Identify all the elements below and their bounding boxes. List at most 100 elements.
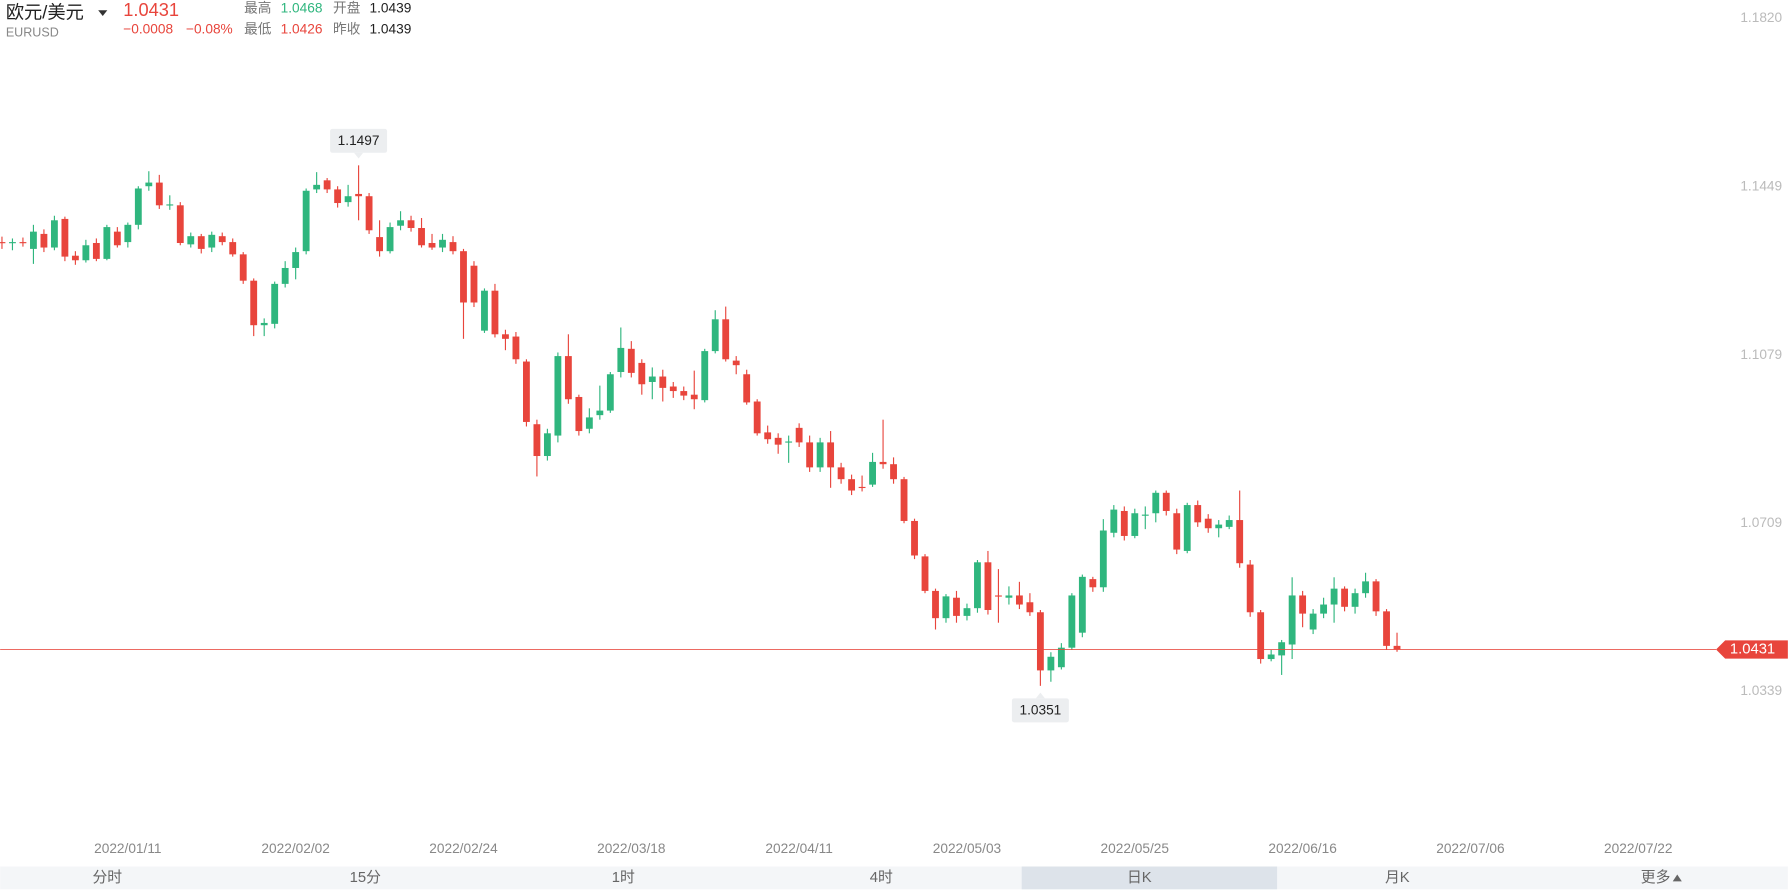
prev-close-label: 昨收 xyxy=(333,21,361,36)
candle-body xyxy=(1299,595,1307,614)
candle-body xyxy=(92,242,100,259)
x-tick-label: 2022/02/02 xyxy=(261,841,329,856)
candle-body xyxy=(848,479,856,491)
candle-body xyxy=(61,218,69,257)
low-label: 最低 xyxy=(244,21,272,36)
candle-body xyxy=(313,184,321,190)
candle-body xyxy=(355,193,363,197)
candle-body xyxy=(1383,611,1390,646)
candle-body xyxy=(1005,595,1013,598)
candle-body xyxy=(208,234,216,248)
header-low: 1.0426 xyxy=(281,21,323,36)
x-tick-label: 2022/07/06 xyxy=(1436,841,1504,856)
low-tooltip xyxy=(1011,698,1069,723)
candle-body xyxy=(103,227,111,259)
candle-body xyxy=(1036,612,1044,671)
more-icon[interactable] xyxy=(1672,874,1682,882)
tab[interactable]: 15分 xyxy=(350,869,381,886)
candle-body xyxy=(113,231,121,246)
candle-body xyxy=(764,432,772,440)
candle-body xyxy=(1110,509,1118,533)
tab[interactable]: 4时 xyxy=(870,869,893,886)
candle-body xyxy=(890,464,897,480)
x-tick-label: 2022/01/11 xyxy=(94,841,161,856)
candle-body xyxy=(1215,524,1223,529)
open-label: 开盘 xyxy=(333,0,361,16)
candle-body xyxy=(365,196,373,231)
high-tooltip-label: 1.1497 xyxy=(338,133,380,148)
candle-body xyxy=(795,427,803,443)
candle-body xyxy=(1068,595,1076,648)
candle-body xyxy=(638,362,646,385)
header-prev-close: 1.0439 xyxy=(370,21,412,36)
candle-body xyxy=(900,479,908,521)
x-tick-label: 2022/07/22 xyxy=(1604,841,1672,856)
candle-body xyxy=(1047,656,1055,671)
candle-body xyxy=(701,351,709,401)
tab-bar xyxy=(0,866,1788,890)
y-tick-label: 1.1820 xyxy=(1740,10,1782,25)
candle-body xyxy=(218,236,226,243)
candle-body xyxy=(50,220,58,248)
candle-body xyxy=(229,242,237,255)
dropdown-icon[interactable] xyxy=(98,10,108,16)
candle-body xyxy=(449,242,457,252)
high-tooltip-pointer xyxy=(354,152,364,159)
candle-body xyxy=(250,280,258,326)
candle-body xyxy=(155,182,163,206)
candle-body xyxy=(1278,642,1286,656)
candle-body xyxy=(911,520,918,556)
candle-body xyxy=(397,220,404,226)
candle-body xyxy=(837,467,845,480)
candle-body xyxy=(806,442,814,468)
candle-body xyxy=(995,595,1002,597)
candle-body xyxy=(1194,505,1202,523)
candle-body xyxy=(1236,520,1244,564)
candle-body xyxy=(239,254,247,281)
candle-body xyxy=(827,442,835,468)
tab-selected-bg xyxy=(1021,866,1278,890)
tab[interactable]: 更多 xyxy=(1641,869,1671,886)
candle-body xyxy=(292,252,300,268)
candle-body xyxy=(627,348,635,373)
tab[interactable]: 月K xyxy=(1385,870,1410,886)
candle-body xyxy=(1131,513,1139,536)
candle-body xyxy=(669,386,677,392)
candle-body xyxy=(512,336,520,360)
candle-body xyxy=(659,376,667,388)
header-high: 1.0468 xyxy=(281,1,323,16)
change: −0.0008 xyxy=(123,21,173,36)
candle-body xyxy=(963,608,971,616)
candle-body xyxy=(543,433,551,457)
candle-body xyxy=(753,401,761,434)
candle-body xyxy=(942,596,950,619)
candle-body xyxy=(1330,588,1338,605)
y-tick-label: 1.0709 xyxy=(1740,515,1782,530)
candle-body xyxy=(722,319,730,360)
candle-body xyxy=(0,242,6,244)
x-tick-label: 2022/04/11 xyxy=(765,841,832,856)
candle-body xyxy=(1341,588,1348,607)
x-tick-label: 2022/03/18 xyxy=(597,841,666,856)
y-tick-label: 1.0339 xyxy=(1740,683,1782,698)
candle-body xyxy=(30,231,37,249)
candle-body xyxy=(1120,510,1128,536)
symbol-name: 欧元/美元 xyxy=(6,1,84,22)
candle-body xyxy=(302,190,310,252)
candle-body xyxy=(1141,514,1149,516)
candle-body xyxy=(585,417,593,429)
candle-body xyxy=(1309,613,1317,630)
header-price: 1.0431 xyxy=(123,0,179,20)
tab[interactable]: 1时 xyxy=(612,869,635,886)
candle-body xyxy=(1026,602,1034,613)
candle-body xyxy=(732,360,740,366)
candle-body xyxy=(564,356,572,400)
tab[interactable]: 日K xyxy=(1127,870,1152,886)
candle-body xyxy=(1015,595,1023,605)
candle-body xyxy=(1372,581,1380,612)
candle-body xyxy=(187,236,195,245)
candle-body xyxy=(1257,612,1265,660)
candle-body xyxy=(869,461,876,485)
tab[interactable]: 分时 xyxy=(92,869,122,886)
